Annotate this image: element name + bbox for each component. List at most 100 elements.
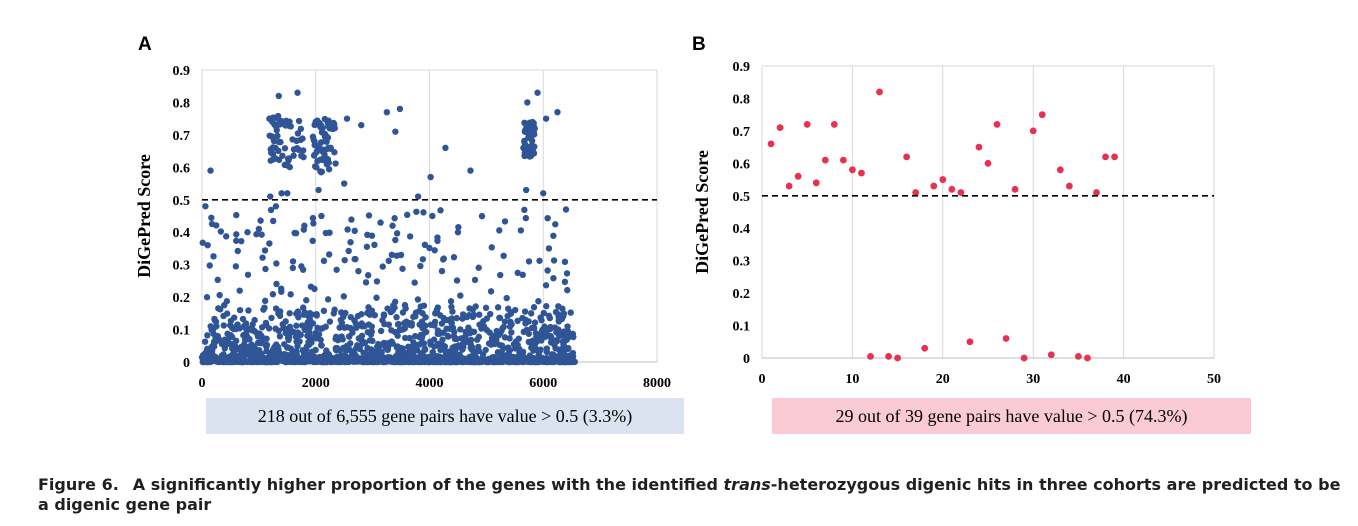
panel-a-data-point: [564, 323, 571, 330]
panel-a-data-point: [206, 357, 214, 365]
panel-a-data-point: [342, 347, 350, 355]
panel-a-y-tick-label: 0.9: [173, 64, 191, 79]
panel-a-data-point: [390, 302, 397, 309]
panel-b-data-point: [812, 179, 820, 187]
panel-a-data-point: [263, 341, 271, 349]
panel-b-x-tick-label: 0: [759, 372, 766, 387]
panel-b-y-tick-label: 0.4: [733, 222, 751, 237]
panel-a-data-point: [417, 331, 425, 339]
panel-a-data-point: [563, 270, 571, 277]
panel-a-data-point: [552, 308, 560, 316]
panel-a-data-point: [298, 263, 305, 270]
panel-a-data-point: [313, 310, 320, 318]
panel-a-data-point: [494, 304, 502, 311]
panel-a-data-point: [345, 333, 353, 340]
panel-a-data-point: [351, 255, 358, 263]
panel-a-data-point: [364, 231, 371, 239]
panel-a-data-point: [281, 122, 289, 129]
panel-a-data-point: [496, 227, 503, 234]
panel-a-data-point: [269, 217, 277, 225]
panel-a-data-point: [260, 356, 267, 364]
panel-a-data-point: [210, 253, 217, 260]
panel-a-data-point: [443, 325, 450, 332]
panel-a-data-point: [276, 333, 284, 340]
panel-a-data-point: [494, 349, 502, 356]
panel-a-data-point: [414, 193, 422, 200]
panel-a-data-point: [439, 336, 446, 343]
panel-b-data-point: [1065, 182, 1073, 190]
panel-a-data-point: [251, 316, 258, 324]
panel-a-data-point: [343, 342, 351, 350]
panel-b-y-tick-label: 0.3: [733, 255, 751, 270]
panel-a-data-point: [550, 257, 558, 264]
panel-a-data-point: [288, 350, 296, 357]
panel-a-y-tick-label: 0.7: [173, 129, 191, 144]
panel-a-data-point: [340, 293, 348, 300]
panel-a-data-point: [438, 358, 445, 366]
panel-a-y-tick-label: 0.6: [173, 161, 191, 176]
panel-b-y-tick-label: 0.7: [733, 125, 751, 140]
panel-a-data-point: [511, 357, 518, 365]
panel-a-data-point: [363, 243, 371, 250]
panel-a-data-point: [525, 330, 533, 337]
panel-a-data-point: [364, 344, 371, 352]
panel-a-data-point: [298, 152, 305, 159]
panel-a-data-point: [377, 327, 385, 335]
panel-b-data-point: [1084, 354, 1091, 362]
panel-a-data-point: [319, 148, 326, 155]
panel-a-data-point: [479, 351, 487, 358]
panel-a-data-point: [309, 133, 317, 140]
panel-a-data-point: [299, 135, 306, 142]
panel-a-data-point: [284, 190, 291, 197]
panel-a-data-point: [571, 358, 578, 366]
panel-a-data-point: [500, 252, 507, 260]
panel-a-data-point: [358, 121, 365, 129]
panel-a-data-point: [303, 343, 311, 350]
panel-a-data-point: [267, 349, 275, 356]
panel-a-data-point: [310, 220, 317, 227]
panel-a-data-point: [465, 324, 472, 331]
panel-b-letter: B: [692, 34, 706, 55]
panel-a-data-point: [551, 324, 559, 331]
panel-a-data-point: [339, 336, 346, 343]
panel-a-data-point: [234, 247, 241, 255]
panel-a-data-point: [212, 318, 220, 325]
panel-a-data-point: [413, 208, 420, 215]
panel-a-data-point: [432, 310, 439, 317]
panel-a-data-point: [519, 358, 526, 366]
panel-a-data-point: [257, 339, 265, 347]
panel-a-data-point: [347, 239, 354, 246]
panel-a-data-point: [540, 309, 548, 317]
panel-a-data-point: [317, 342, 325, 349]
panel-a-data-point: [202, 203, 209, 210]
panel-a-data-point: [232, 263, 240, 270]
panel-a-data-point: [534, 358, 541, 365]
panel-a-data-point: [260, 306, 267, 313]
panel-b-data-point: [894, 354, 901, 362]
panel-a-data-point: [320, 154, 328, 161]
panel-a-data-point: [503, 294, 510, 302]
panel-a-data-point: [387, 308, 395, 316]
panel-b-y-tick-label: 0.8: [733, 92, 751, 107]
panel-a-data-point: [239, 315, 247, 323]
panel-a-data-point: [447, 298, 455, 305]
panel-a-data-point: [352, 320, 360, 328]
panel-a-y-tick-label: 0.4: [173, 226, 191, 241]
panel-a-data-point: [506, 335, 513, 342]
panel-a-data-point: [393, 230, 401, 237]
panel-b-data-point: [839, 156, 847, 164]
panel-a-data-point: [405, 319, 412, 327]
panel-a-data-point: [309, 214, 317, 222]
panel-a-data-point: [426, 244, 433, 252]
panel-a-data-point: [208, 220, 216, 228]
panel-a-data-point: [561, 278, 569, 286]
panel-a-data-point: [323, 347, 330, 354]
panel-b-data-point: [1075, 352, 1082, 360]
panel-a-data-point: [483, 326, 491, 334]
panel-a-data-point: [478, 325, 485, 332]
panel-b-data-point: [867, 352, 874, 360]
panel-a-data-point: [524, 99, 531, 106]
panel-a-data-point: [404, 211, 411, 219]
panel-b-summary-note: 29 out of 39 gene pairs have value > 0.5…: [772, 398, 1251, 434]
panel-a-data-point: [273, 260, 280, 267]
